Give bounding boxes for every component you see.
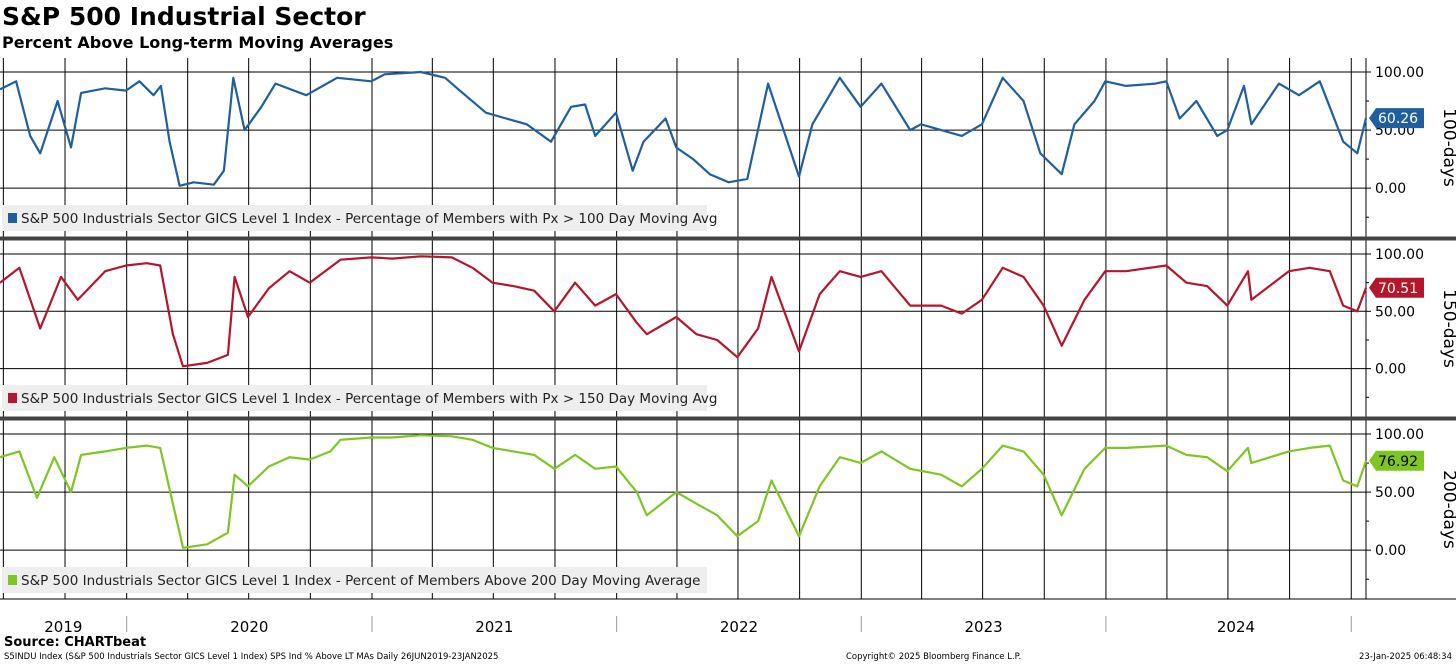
last-value-tag: [1369, 108, 1424, 129]
last-value-label: 76.92: [1378, 454, 1418, 470]
panel-separator: [0, 416, 1456, 421]
legend-swatch: [8, 575, 17, 585]
y-tick-label: 0.00: [1375, 181, 1406, 197]
y-tick-label: 50.00: [1375, 304, 1415, 320]
legend-swatch: [8, 393, 17, 403]
y-tick-label: 100.00: [1375, 65, 1424, 81]
y-tick-label: 100.00: [1375, 427, 1424, 443]
ticker-info: S5INDU Index (S&P 500 Industrials Sector…: [4, 652, 499, 662]
x-tick-label: 2020: [230, 618, 268, 636]
panel-200-days: 100.00 50.00 0.00 76.92 S&P 500 Industrials …: [0, 420, 1456, 599]
panel-150-days: 100.00 50.00 0.00 70.51 S&P 500 Industrials …: [0, 240, 1456, 417]
last-value-tag: [1369, 277, 1424, 298]
x-tick-label: 2019: [44, 618, 82, 636]
y-tick-label: 0.00: [1375, 543, 1406, 559]
last-value-label: 70.51: [1378, 281, 1418, 297]
side-label: 200-days: [1439, 470, 1456, 549]
legend-label: S&P 500 Industrials Sector GICS Level 1 …: [21, 211, 718, 227]
last-value-tag: [1369, 450, 1424, 471]
legend-swatch: [8, 213, 17, 223]
timestamp: 23-Jan-2025 06:48:34: [1358, 652, 1452, 662]
legend-box: [2, 567, 707, 593]
legend-label: S&P 500 Industrials Sector GICS Level 1 …: [21, 391, 718, 407]
legend-label: S&P 500 Industrials Sector GICS Level 1 …: [21, 573, 700, 589]
x-tick-label: 2022: [720, 618, 758, 636]
copyright: Copyright© 2025 Bloomberg Finance L.P.: [846, 652, 1022, 662]
legend-box: [2, 205, 707, 231]
series-line-150-days: [0, 255, 1368, 368]
y-tick-label: 0.00: [1375, 362, 1406, 378]
series-line-200-days: [0, 434, 1368, 549]
side-label: 150-days: [1439, 289, 1456, 368]
x-tick-label: 2024: [1217, 618, 1255, 636]
chart-title: S&P 500 Industrial Sector: [2, 2, 366, 31]
side-label: 100-days: [1439, 108, 1456, 187]
x-tick-label: 2023: [965, 618, 1003, 636]
chart-subtitle: Percent Above Long-term Moving Averages: [2, 33, 394, 52]
panel-separator: [0, 236, 1456, 241]
x-tick-label: 2021: [475, 618, 513, 636]
legend-box: [2, 385, 707, 411]
y-tick-label: 50.00: [1375, 485, 1415, 501]
y-tick-label: 100.00: [1375, 247, 1424, 263]
source-note: Source: CHARTbeat: [4, 635, 147, 650]
series-line-100-days: [0, 70, 1368, 187]
last-value-label: 60.26: [1378, 111, 1418, 127]
